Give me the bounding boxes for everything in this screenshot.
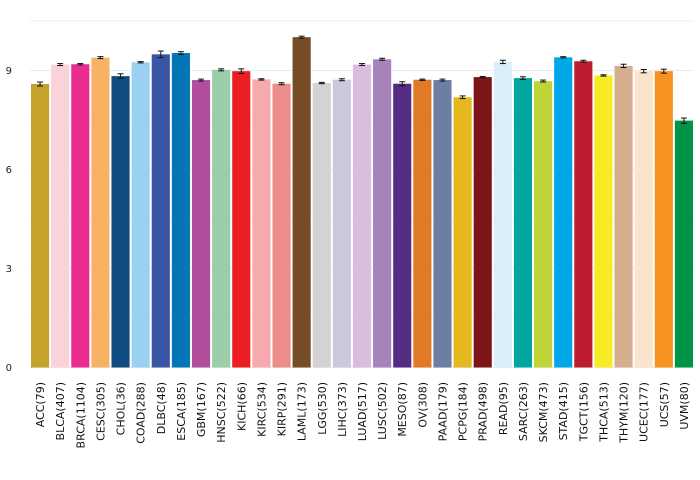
x-tick-label: LIHC(373): [336, 382, 349, 437]
bar: [171, 53, 190, 368]
bar: [373, 59, 392, 368]
x-tick-label: PAAD(179): [436, 382, 449, 441]
bar: [131, 62, 150, 368]
x-tick-label: LUSC(502): [376, 382, 389, 440]
bar: [51, 64, 70, 368]
x-tick-label: THYM(120): [618, 382, 631, 444]
bar: [534, 81, 553, 368]
x-tick-label: KIRC(534): [255, 382, 268, 437]
x-tick-label: READ(95): [497, 382, 510, 435]
y-tick-label: 9: [6, 66, 12, 77]
bar: [191, 80, 211, 368]
x-tick-label: STAD(415): [557, 382, 570, 440]
x-tick-label: LUAD(517): [356, 382, 369, 441]
x-tick-label: TGCT(156): [577, 382, 590, 442]
bar: [312, 83, 331, 368]
bar: [554, 57, 573, 368]
x-tick-label: MESO(87): [396, 382, 409, 437]
bar: [71, 64, 90, 368]
bar: [574, 61, 593, 368]
x-tick-label: UCS(57): [658, 382, 671, 427]
x-tick-label: LGG(530): [316, 382, 329, 435]
bar: [352, 64, 372, 368]
bar: [252, 79, 271, 368]
x-tick-label: THCA(513): [597, 382, 610, 443]
x-tick-label: DLBC(48): [155, 382, 168, 434]
x-tick-label: LAML(173): [296, 382, 309, 441]
error-bar-layer: [37, 35, 687, 124]
bar: [614, 65, 633, 368]
x-tick-label: COAD(288): [135, 382, 148, 444]
bar: [413, 79, 432, 368]
x-tick-label: HNSC(522): [215, 382, 228, 443]
bar: [332, 79, 351, 368]
x-tick-label: OV(308): [416, 382, 429, 428]
bar: [292, 37, 311, 368]
bar: [232, 71, 251, 368]
x-tick-label: SKCM(473): [537, 382, 550, 442]
x-tick-label: BLCA(407): [54, 382, 67, 440]
bar: [594, 75, 613, 368]
x-axis-labels: ACC(79) BLCA(407) BRCA(1104) CESC(305) CHOL(…: [34, 382, 691, 448]
x-tick-label: KICH(66): [235, 382, 248, 431]
bar: [493, 61, 512, 368]
bar: [433, 80, 452, 368]
x-tick-label: UCEC(177): [638, 382, 651, 442]
bar: [674, 120, 693, 368]
y-tick-label: 3: [6, 264, 12, 275]
bar: [31, 84, 50, 368]
x-tick-label: ESCA(185): [175, 382, 188, 441]
bar: [111, 76, 130, 368]
bar: [212, 69, 231, 368]
x-tick-label: BRCA(1104): [74, 382, 87, 448]
x-tick-label: SARC(263): [517, 382, 530, 441]
x-tick-label: ACC(79): [34, 382, 47, 427]
y-tick-label: 6: [6, 165, 12, 176]
bar: [513, 78, 533, 368]
y-tick-label: 0: [6, 363, 12, 374]
bar: [393, 83, 412, 368]
bar: [453, 97, 472, 368]
x-tick-label: CHOL(36): [115, 382, 128, 435]
x-tick-label: PCPG(184): [457, 382, 470, 441]
x-tick-label: UVM(80): [678, 382, 691, 430]
bar: [634, 71, 653, 368]
bar: [473, 77, 492, 368]
x-tick-label: CESC(305): [94, 382, 107, 441]
bar: [151, 54, 170, 368]
bar-layer: [31, 37, 693, 368]
x-tick-label: GBM(167): [195, 382, 208, 437]
bar: [272, 83, 291, 368]
bar: [91, 57, 110, 368]
x-tick-label: KIRP(291): [276, 382, 289, 436]
x-tick-label: PRAD(498): [477, 382, 490, 441]
y-axis-ticks: 0 3 6 9: [6, 66, 12, 374]
bar: [654, 71, 673, 368]
